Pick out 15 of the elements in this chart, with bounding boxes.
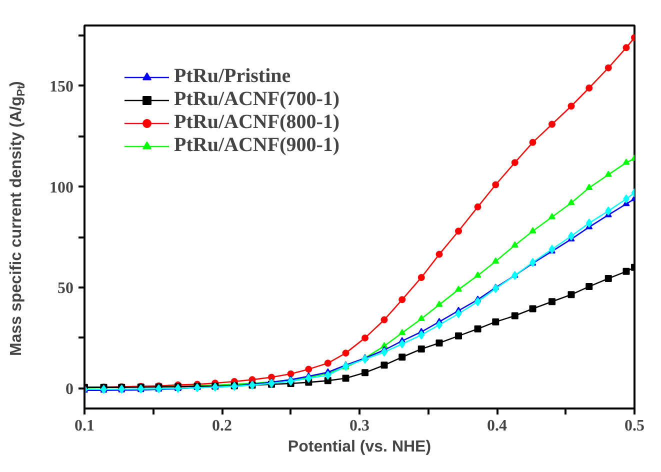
y-tick-label: 150 [50, 78, 74, 96]
x-tick-label: 0.3 [350, 418, 370, 434]
legend-label: PtRu/ACNF(800-1) [174, 111, 340, 134]
y-axis-title: Mass specific current density (A/gPt) [8, 81, 28, 356]
y-tick-label: 100 [50, 179, 74, 196]
x-tick-label: 0.4 [487, 418, 507, 434]
x-axis-title: Potential (vs. NHE) [288, 438, 432, 456]
x-tick-label: 0.2 [212, 418, 232, 434]
x-tick-label: 0.1 [74, 418, 94, 434]
legend-label: PtRu/Pristine [174, 65, 291, 88]
y-tick-label: 0 [66, 380, 74, 398]
legend-label: PtRu/ACNF(700-1) [174, 88, 340, 111]
x-tick-label: 0.5 [624, 418, 644, 434]
legend-label: PtRu/ACNF(900-1) [174, 134, 340, 157]
y-tick-label: 50 [58, 280, 74, 298]
